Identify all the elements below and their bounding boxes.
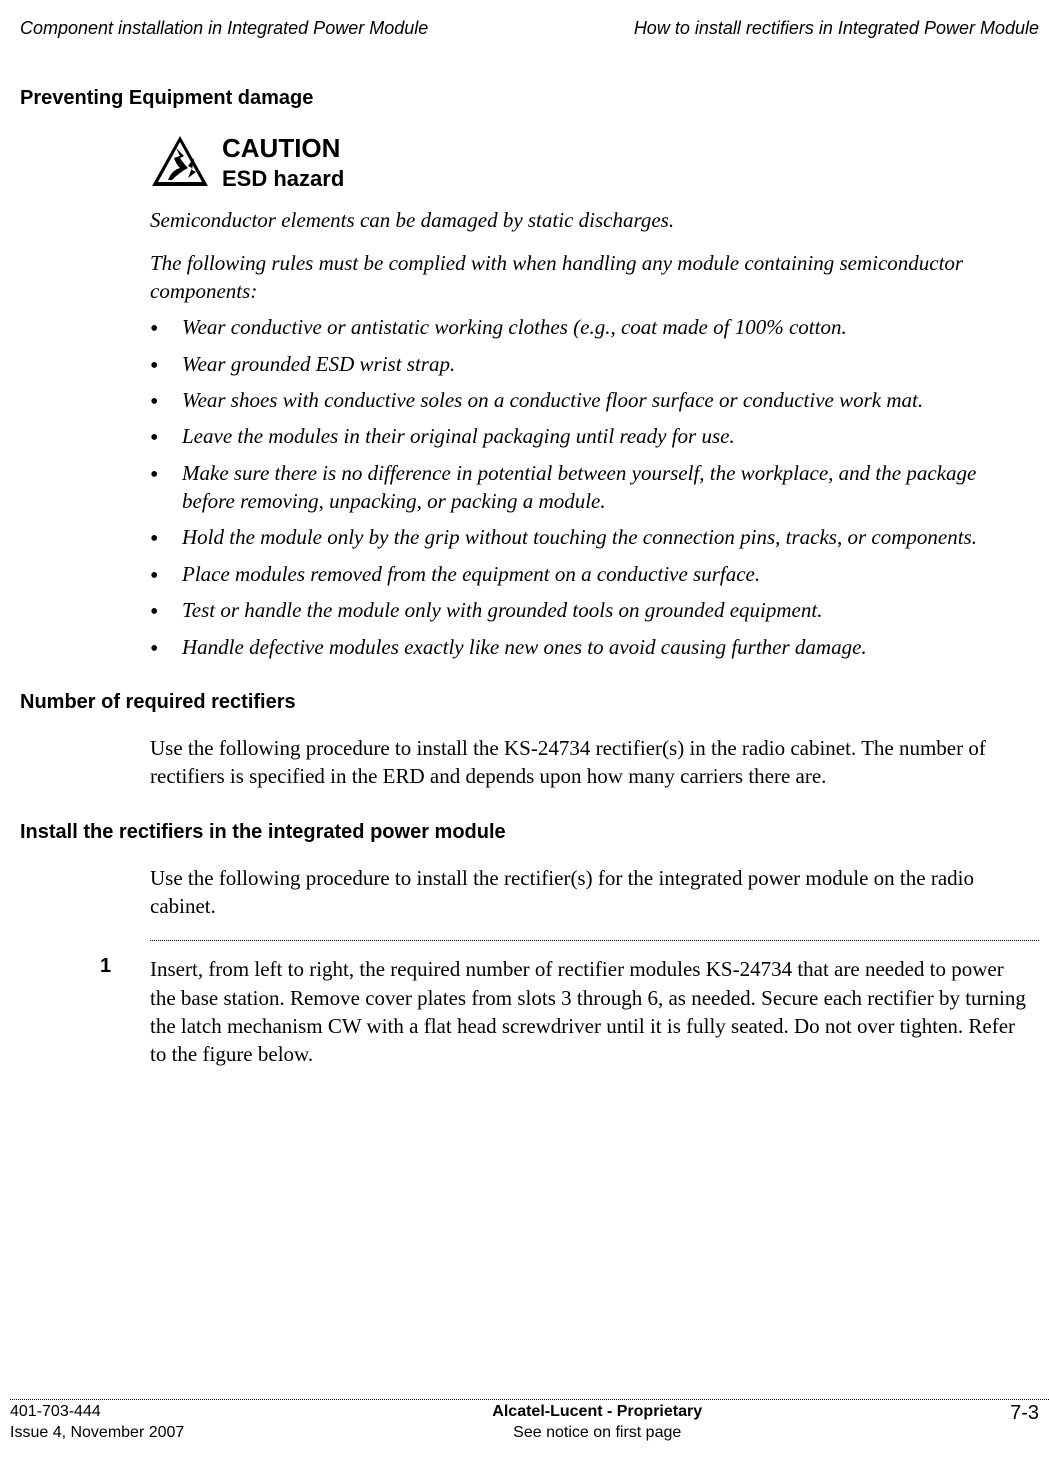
issue-date: Issue 4, November 2007	[10, 1423, 184, 1444]
page-header: Component installation in Integrated Pow…	[20, 18, 1039, 39]
caution-text-block: CAUTION ESD hazard	[222, 130, 344, 192]
list-item: Place modules removed from the equipment…	[150, 560, 1029, 588]
doc-number: 401-703-444	[10, 1402, 184, 1423]
list-item: Hold the module only by the grip without…	[150, 523, 1029, 551]
list-item: Handle defective modules exactly like ne…	[150, 633, 1029, 661]
caution-row: CAUTION ESD hazard	[150, 130, 1029, 192]
list-item: Make sure there is no difference in pote…	[150, 459, 1029, 516]
list-item: Wear conductive or antistatic working cl…	[150, 313, 1029, 341]
header-right: How to install rectifiers in Integrated …	[634, 18, 1039, 39]
list-item: Wear grounded ESD wrist strap.	[150, 350, 1029, 378]
section-heading-install: Install the rectifiers in the integrated…	[20, 821, 1039, 844]
notice-label: See notice on first page	[492, 1423, 702, 1444]
step-text: Insert, from left to right, the required…	[150, 955, 1029, 1068]
list-item: Leave the modules in their original pack…	[150, 422, 1029, 450]
footer-left: 401-703-444 Issue 4, November 2007	[10, 1402, 184, 1444]
esd-warning-icon	[150, 134, 210, 188]
section-heading-number: Number of required rectifiers	[20, 691, 1039, 714]
page-number: 7-3	[1010, 1402, 1039, 1425]
section2-content: Use the following procedure to install t…	[150, 734, 1029, 791]
esd-hazard-label: ESD hazard	[222, 166, 344, 192]
proprietary-label: Alcatel-Lucent - Proprietary	[492, 1402, 702, 1423]
list-item: Wear shoes with conductive soles on a co…	[150, 386, 1029, 414]
page-footer: 401-703-444 Issue 4, November 2007 Alcat…	[10, 1402, 1039, 1444]
caution-label: CAUTION	[222, 130, 344, 166]
caution-para-2: The following rules must be complied wit…	[150, 249, 1029, 306]
list-item: Test or handle the module only with grou…	[150, 596, 1029, 624]
footer-separator	[10, 1399, 1049, 1400]
section-heading-preventing: Preventing Equipment damage	[20, 87, 1039, 110]
section3-content: Use the following procedure to install t…	[150, 864, 1029, 921]
caution-bullet-list: Wear conductive or antistatic working cl…	[150, 313, 1029, 660]
section3-para: Use the following procedure to install t…	[150, 864, 1029, 921]
step-row: 1 Insert, from left to right, the requir…	[100, 955, 1029, 1068]
footer-center: Alcatel-Lucent - Proprietary See notice …	[492, 1402, 702, 1444]
step-separator	[150, 940, 1039, 941]
caution-block: CAUTION ESD hazard Semiconductor element…	[150, 130, 1029, 661]
header-left: Component installation in Integrated Pow…	[20, 18, 428, 39]
step-number: 1	[100, 955, 150, 1068]
section2-para: Use the following procedure to install t…	[150, 734, 1029, 791]
caution-para-1: Semiconductor elements can be damaged by…	[150, 206, 1029, 234]
